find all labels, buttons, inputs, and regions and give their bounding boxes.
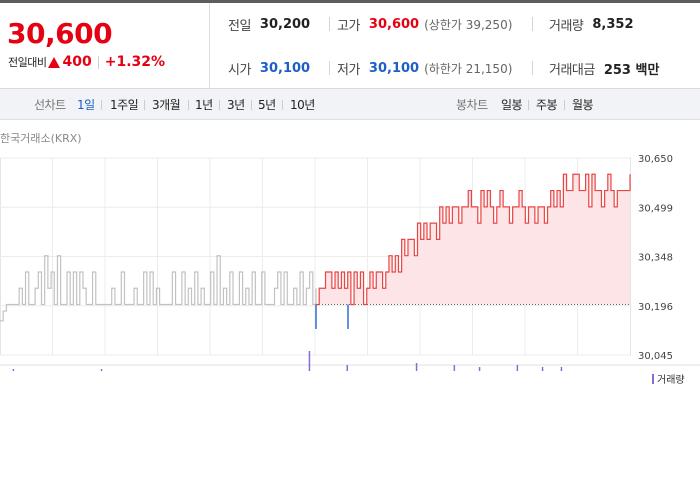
tab-3m[interactable]: 3개월 — [152, 98, 181, 112]
volume-bar — [478, 367, 481, 371]
volume-bar — [516, 365, 519, 371]
low-cell: 저가 30,100 (하한가 21,150) — [337, 59, 512, 78]
divider — [101, 100, 102, 110]
stock-summary: 30,600 전일대비 400 +1.32% 전일 30,200 고가 30,6… — [0, 3, 700, 89]
open-cell: 시가 30,100 — [228, 59, 310, 78]
divider — [532, 17, 533, 31]
candle-chart-label: 봉차트 — [456, 98, 488, 112]
intraday-price-chart: 30,650 30,499 30,348 30,196 30,045 — [0, 154, 700, 371]
divider — [329, 61, 330, 75]
lower-limit: (하한가 21,150) — [424, 62, 513, 76]
divider — [282, 100, 283, 110]
volume-bar — [453, 365, 456, 371]
tab-5y[interactable]: 5년 — [258, 98, 276, 112]
amount-cell: 거래대금 253 백만 — [549, 59, 659, 78]
tab-1w[interactable]: 1주일 — [110, 98, 139, 112]
volume-bar — [100, 369, 103, 371]
volume-bar — [415, 363, 418, 371]
divider — [532, 61, 533, 75]
current-price: 30,600 — [7, 17, 113, 50]
volume-legend: 거래량 — [652, 371, 685, 386]
y-tick-label: 30,045 — [638, 351, 673, 362]
chart-tab-bar: 선차트 1일 1주일 3개월 1년 3년 5년 10년 봉차트 일봉 주봉 월봉 — [0, 89, 700, 120]
prev-close-cell: 전일 30,200 — [228, 15, 310, 34]
top-border — [0, 0, 700, 3]
amount-label: 거래대금 — [549, 63, 595, 78]
volume-bar — [12, 369, 15, 371]
divider — [251, 100, 252, 110]
divider — [564, 100, 565, 110]
tab-1y[interactable]: 1년 — [195, 98, 213, 112]
tab-10y[interactable]: 10년 — [290, 98, 315, 112]
volume-label: 거래량 — [549, 19, 584, 34]
tab-1d[interactable]: 1일 — [77, 98, 95, 112]
y-tick-label: 30,499 — [638, 203, 673, 214]
series-previous-session — [0, 255, 317, 322]
tab-weekly[interactable]: 주봉 — [536, 98, 558, 112]
upper-limit: (상한가 39,250) — [424, 18, 513, 32]
volume-legend-label: 거래량 — [657, 375, 685, 386]
series-today — [316, 173, 631, 306]
volume-value: 8,352 — [592, 17, 634, 32]
tab-daily[interactable]: 일봉 — [501, 98, 523, 112]
high-label: 고가 — [337, 19, 360, 34]
low-label: 저가 — [337, 63, 360, 78]
low-value: 30,100 — [368, 61, 420, 76]
volume-legend-swatch — [652, 373, 654, 384]
volume-bar — [308, 351, 311, 371]
change-percent: +1.32% — [104, 54, 166, 70]
volume-bar — [560, 367, 563, 371]
y-tick-label: 30,196 — [638, 302, 673, 313]
divider — [219, 100, 220, 110]
change-row: 전일대비 400 +1.32% — [8, 54, 165, 70]
divider — [188, 100, 189, 110]
tab-3y[interactable]: 3년 — [227, 98, 245, 112]
price-box: 30,600 전일대비 400 +1.32% — [0, 3, 210, 89]
divider — [329, 17, 330, 31]
prev-close-label: 전일 — [228, 19, 251, 34]
open-value: 30,100 — [259, 61, 311, 76]
divider — [97, 55, 99, 69]
exchange-label: 한국거래소(KRX) — [0, 132, 82, 145]
y-tick-label: 30,650 — [638, 154, 673, 165]
up-triangle-icon — [48, 56, 61, 68]
volume-bar — [541, 367, 544, 371]
open-label: 시가 — [228, 63, 251, 78]
high-cell: 고가 30,600 (상한가 39,250) — [337, 15, 512, 34]
high-value: 30,600 — [368, 17, 420, 32]
volume-cell: 거래량 8,352 — [549, 15, 634, 34]
tab-monthly[interactable]: 월봉 — [572, 98, 594, 112]
divider — [528, 100, 529, 110]
amount-value: 253 백만 — [603, 63, 660, 78]
y-tick-label: 30,348 — [638, 253, 673, 264]
change-label: 전일대비 — [8, 56, 47, 69]
volume-bar — [346, 365, 348, 371]
change-value: 400 — [62, 54, 92, 70]
prev-close-value: 30,200 — [259, 17, 311, 32]
line-chart-label: 선차트 — [34, 98, 66, 112]
divider — [144, 100, 145, 110]
